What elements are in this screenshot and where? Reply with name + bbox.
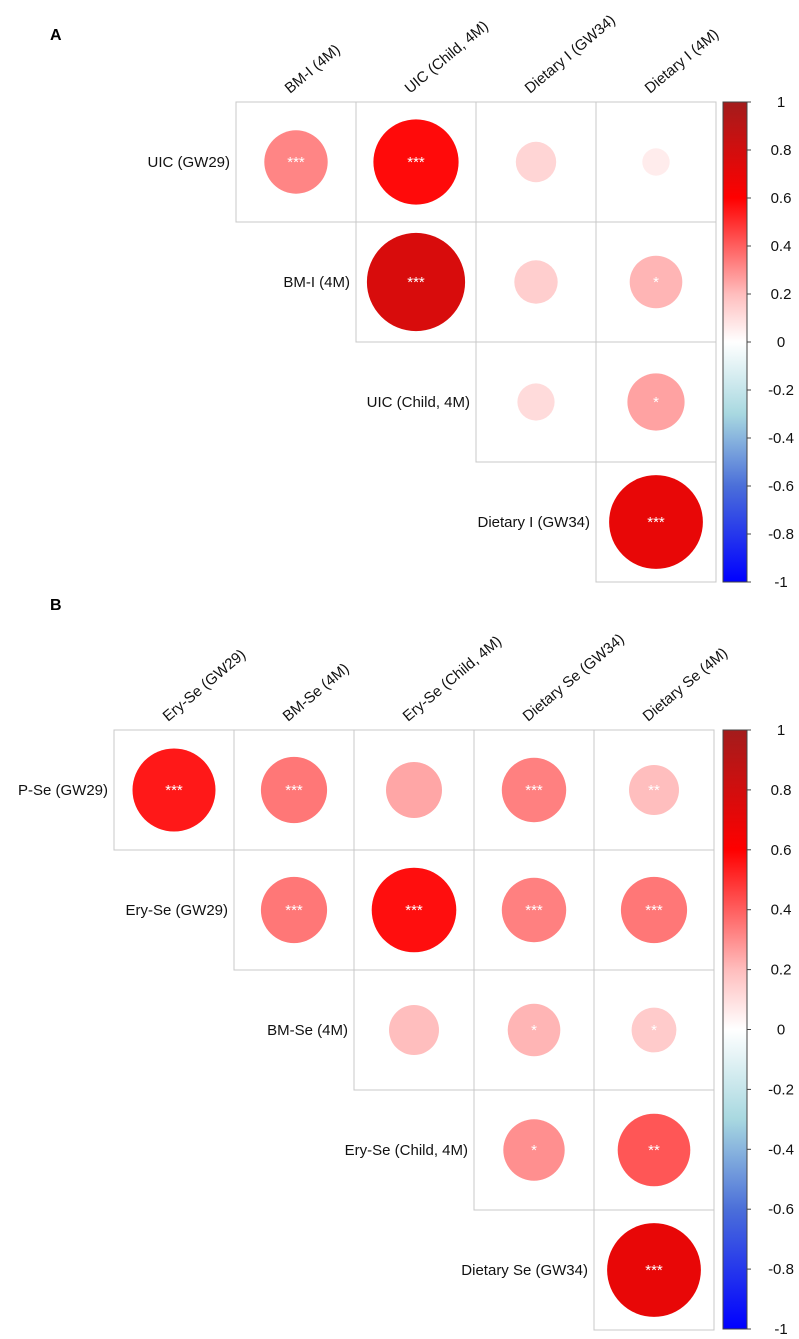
a-column-label: Dietary I (4M): [642, 26, 723, 97]
a-row-label: UIC (GW29): [148, 154, 231, 171]
b-column-label: Dietary Se (GW34): [520, 631, 628, 725]
b-correlation-circle: [503, 1119, 565, 1181]
a-row-label: UIC (Child, 4M): [367, 394, 470, 411]
b-significance-mark: ***: [525, 782, 543, 799]
b-significance-mark: *: [651, 1022, 657, 1039]
b-colorbar: [722, 729, 748, 1330]
a-significance-mark: ***: [407, 274, 425, 291]
b-column-label: Ery-Se (Child, 4M): [400, 633, 505, 725]
b-column-label: Dietary Se (4M): [640, 645, 731, 726]
b-row-label: Ery-Se (Child, 4M): [345, 1142, 468, 1159]
a-colorbar-tick-label: -0.6: [768, 478, 794, 495]
a-row-label: Dietary I (GW34): [477, 514, 590, 531]
b-significance-mark: ***: [645, 902, 663, 919]
b-correlation-circle: [620, 876, 688, 944]
a-correlation-circle: [629, 255, 683, 309]
a-colorbar-tick-label: 0: [777, 334, 785, 351]
a-correlation-circle: [609, 475, 703, 569]
b-colorbar-tick-label: -0.8: [768, 1261, 794, 1278]
a-colorbar-tick-label: -0.8: [768, 526, 794, 543]
a-colorbar-tick-label: -0.2: [768, 382, 794, 399]
b-row-label: P-Se (GW29): [18, 782, 108, 799]
a-significance-mark: ***: [287, 154, 305, 171]
a-correlation-circle: [366, 232, 466, 332]
b-significance-mark: **: [648, 1142, 660, 1159]
b-correlation-circle: [260, 876, 328, 944]
b-colorbar-tick-label: 0.8: [771, 782, 792, 799]
a-correlation-circle: [373, 119, 459, 205]
b-correlation-circle: [371, 867, 457, 953]
b-correlation-circle: [629, 765, 679, 815]
b-column-label: BM-Se (4M): [280, 660, 353, 725]
a-correlation-circle: [642, 148, 670, 176]
a-significance-mark: *: [653, 394, 659, 411]
a-column-label: UIC (Child, 4M): [402, 18, 492, 97]
panel-b: B Ery-Se (GW29) BM-Se (4M) Ery-Se (Child, …: [18, 597, 794, 1338]
a-significance-mark: *: [653, 274, 659, 291]
b-correlation-circle: [386, 762, 442, 818]
b-row-label: Ery-Se (GW29): [125, 902, 228, 919]
b-significance-mark: *: [531, 1142, 537, 1159]
a-row-label: BM-I (4M): [283, 274, 350, 291]
b-significance-mark: ***: [405, 902, 423, 919]
a-colorbar-tick-label: 0.6: [771, 190, 792, 207]
b-correlation-circle: [132, 748, 216, 832]
b-significance-mark: ***: [525, 902, 543, 919]
a-colorbar-tick-label: 0.4: [771, 238, 792, 255]
a-colorbar-tick-label: 1: [777, 94, 785, 111]
a-colorbar-tick-label: 0.8: [771, 142, 792, 159]
panel-a-label: A: [50, 27, 62, 44]
b-colorbar-tick-label: 0.4: [771, 902, 792, 919]
a-correlation-circle: [517, 383, 555, 421]
b-colorbar-tick-label: -0.6: [768, 1201, 794, 1218]
b-colorbar-tick-label: 0.2: [771, 962, 792, 979]
a-colorbar-tick-label: -0.4: [768, 430, 794, 447]
b-row-label: Dietary Se (GW34): [461, 1262, 588, 1279]
b-correlation-circle: [617, 1113, 691, 1187]
a-significance-mark: ***: [647, 514, 665, 531]
b-significance-mark: ***: [645, 1262, 663, 1279]
b-colorbar-tick-label: 0: [777, 1022, 785, 1039]
b-significance-mark: ***: [285, 902, 303, 919]
a-colorbar-tick-label: -1: [774, 574, 787, 591]
panel-a: A BM-I (4M) UIC (Child, 4M) Dietary I (GW3…: [50, 12, 794, 591]
b-correlation-circle: [631, 1007, 677, 1053]
b-significance-mark: **: [648, 782, 660, 799]
panel-b-label: B: [50, 597, 62, 614]
b-correlation-circle: [507, 1003, 561, 1057]
a-colorbar: [722, 101, 748, 583]
b-colorbar-tick-label: -0.2: [768, 1081, 794, 1098]
b-row-label: BM-Se (4M): [267, 1022, 348, 1039]
b-correlation-circle: [389, 1005, 439, 1055]
b-correlation-circle: [260, 756, 328, 824]
b-significance-mark: ***: [165, 782, 183, 799]
a-column-label: BM-I (4M): [282, 41, 344, 97]
b-colorbar-tick-label: 0.6: [771, 842, 792, 859]
a-correlation-circle: [514, 260, 558, 304]
b-correlation-circle: [607, 1223, 701, 1317]
b-significance-mark: ***: [285, 782, 303, 799]
a-correlation-circle: [264, 130, 328, 194]
b-correlation-circle: [501, 877, 567, 943]
b-significance-mark: *: [531, 1022, 537, 1039]
b-column-label: Ery-Se (GW29): [160, 646, 249, 725]
b-colorbar-tick-label: -1: [774, 1321, 787, 1338]
b-correlation-circle: [501, 757, 567, 823]
a-correlation-circle: [515, 141, 557, 183]
a-column-label: Dietary I (GW34): [522, 12, 619, 97]
b-grid-cell: [473, 1089, 595, 1211]
a-correlation-circle: [627, 373, 685, 431]
a-colorbar-tick-label: 0.2: [771, 286, 792, 303]
a-significance-mark: ***: [407, 154, 425, 171]
b-colorbar-tick-label: -0.4: [768, 1141, 794, 1158]
b-colorbar-tick-label: 1: [777, 722, 785, 739]
